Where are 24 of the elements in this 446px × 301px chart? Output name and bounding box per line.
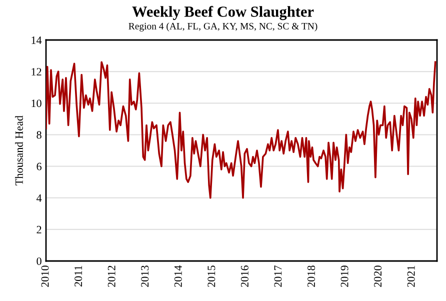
- x-tick-label: 2013: [141, 266, 149, 287]
- y-tick-label: 12: [32, 68, 42, 76]
- x-tick-label: 2011: [74, 266, 82, 286]
- x-tick-label: 2014: [174, 265, 182, 287]
- x-tick-label: 2012: [108, 266, 116, 287]
- y-tick-label: 2: [36, 226, 42, 234]
- y-tick-label: 6: [36, 162, 42, 170]
- y-tick-label: 4: [36, 194, 42, 202]
- x-tick-label: 2015: [208, 266, 216, 287]
- y-tick-label: 10: [32, 100, 42, 108]
- x-tick-label: 2018: [307, 266, 315, 287]
- x-tick-label: 2010: [41, 266, 49, 287]
- line-series: [46, 61, 436, 199]
- x-tick-label: 2021: [407, 266, 415, 287]
- x-tick-label: 2020: [374, 266, 382, 287]
- x-tick-label: 2017: [274, 265, 282, 287]
- x-tick-label: 2016: [240, 266, 248, 287]
- y-axis-title: Thousand Head: [15, 116, 23, 186]
- y-tick-label: 8: [36, 131, 42, 139]
- chart-subtitle: Region 4 (AL, FL, GA, KY, MS, NC, SC & TN): [128, 22, 318, 32]
- x-tick-label: 2019: [340, 266, 348, 287]
- y-tick-label: 0: [36, 257, 42, 265]
- y-tick-label: 14: [32, 36, 42, 44]
- chart-title: Weekly Beef Cow Slaughter: [132, 6, 314, 20]
